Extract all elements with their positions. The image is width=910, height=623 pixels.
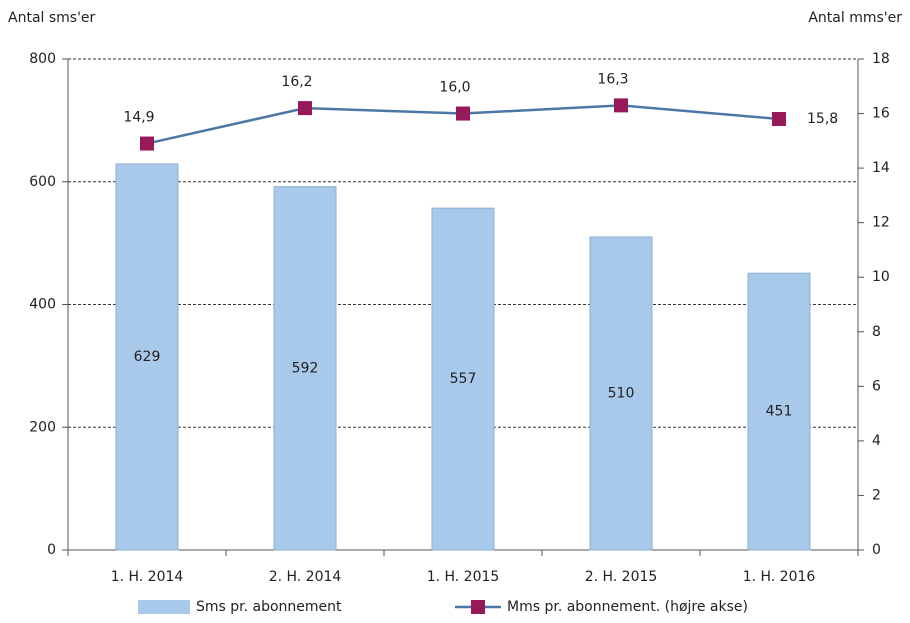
y-tick-label: 800: [29, 51, 56, 67]
line-value-label: 14,9: [123, 110, 154, 126]
y-tick-label: 0: [47, 542, 56, 558]
x-tick-label: 1. H. 2015: [427, 569, 500, 585]
bar: [273, 186, 337, 551]
bar-value-label: 592: [292, 360, 319, 376]
line-value-label: 15,8: [807, 111, 838, 127]
line-value-label: 16,2: [281, 74, 312, 90]
bar: [589, 236, 653, 551]
line-marker: [140, 136, 154, 151]
y2-tick-label: 10: [872, 269, 890, 285]
y2-tick-label: 6: [872, 378, 881, 394]
line-value-label: 16,0: [439, 80, 470, 96]
bar: [431, 207, 495, 551]
y2-tick-label: 2: [872, 487, 881, 503]
legend-swatch: [138, 600, 190, 614]
legend-marker: [471, 600, 485, 614]
line-marker: [298, 101, 312, 116]
y-axis-title: Antal sms'er: [8, 10, 96, 26]
y2-tick-label: 12: [872, 215, 890, 231]
y2-tick-label: 0: [872, 542, 881, 558]
x-tick-label: 1. H. 2014: [111, 569, 184, 585]
x-tick-label: 2. H. 2015: [585, 569, 658, 585]
line-marker: [614, 98, 628, 113]
legend-label: Sms pr. abonnement: [196, 599, 342, 615]
y2-tick-label: 8: [872, 324, 881, 340]
y2-axis-title: Antal mms'er: [808, 10, 902, 26]
bar: [115, 163, 179, 551]
y2-tick-label: 14: [872, 160, 890, 176]
legend-label: Mms pr. abonnement. (højre akse): [507, 599, 748, 615]
y2-tick-label: 18: [872, 51, 890, 67]
bar-value-label: 451: [766, 404, 793, 420]
bar: [747, 272, 811, 551]
x-tick-label: 1. H. 2016: [743, 569, 816, 585]
line-marker: [456, 106, 470, 121]
bar-value-label: 510: [608, 385, 635, 401]
y-tick-label: 200: [29, 419, 56, 435]
y2-tick-label: 4: [872, 433, 881, 449]
y2-tick-label: 16: [872, 106, 890, 122]
line-value-label: 16,3: [597, 71, 628, 87]
x-tick-label: 2. H. 2014: [269, 569, 342, 585]
bar-value-label: 629: [134, 349, 161, 365]
line-marker: [772, 112, 786, 127]
y-tick-label: 400: [29, 297, 56, 313]
bar-value-label: 557: [450, 371, 477, 387]
y-tick-label: 600: [29, 174, 56, 190]
